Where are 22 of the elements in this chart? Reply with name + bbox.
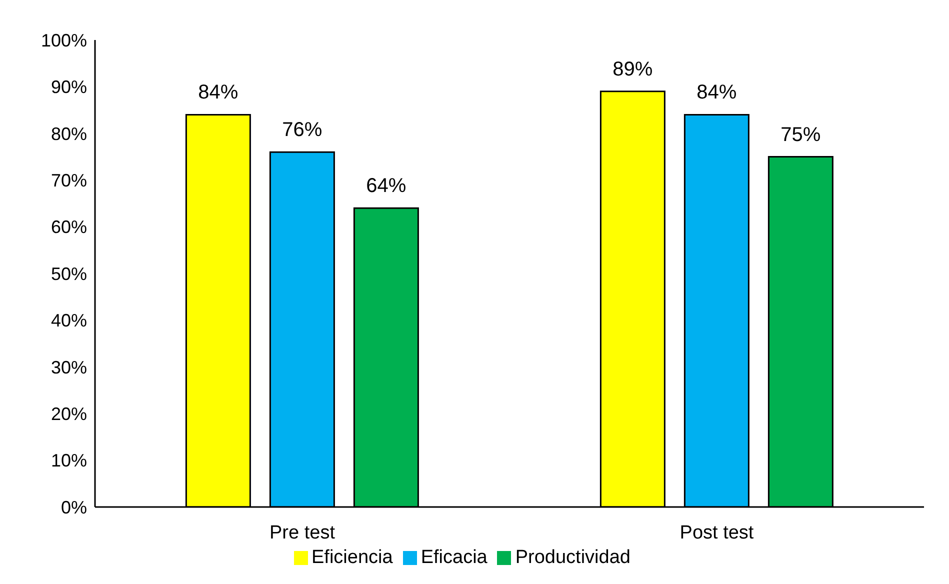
y-tick-label: 70%: [50, 170, 87, 190]
legend-label: Eficacia: [420, 547, 488, 568]
y-tick-label: 30%: [50, 357, 87, 378]
legend-label: Productividad: [515, 547, 630, 568]
y-tick-label: 60%: [50, 217, 87, 238]
y-tick-label: 100%: [40, 30, 87, 50]
data-label: 75%: [780, 124, 821, 146]
data-label: 89%: [612, 58, 653, 80]
x-tick-label: Post test: [680, 522, 754, 544]
x-tick-label: Pre test: [270, 522, 336, 544]
y-tick-label: 50%: [50, 264, 87, 284]
y-tick-label: 90%: [50, 77, 87, 98]
y-tick-label: 0%: [60, 497, 87, 518]
data-label: 64%: [366, 175, 406, 198]
y-tick-label: 80%: [50, 124, 87, 144]
y-tick-label: 10%: [50, 450, 87, 471]
data-label: 84%: [696, 82, 737, 104]
y-tick-label: 40%: [50, 310, 87, 331]
y-tick-label: 20%: [50, 404, 87, 424]
data-label: 84%: [198, 82, 238, 104]
data-label: 76%: [282, 119, 322, 142]
legend-label: Eficiencia: [312, 547, 393, 568]
